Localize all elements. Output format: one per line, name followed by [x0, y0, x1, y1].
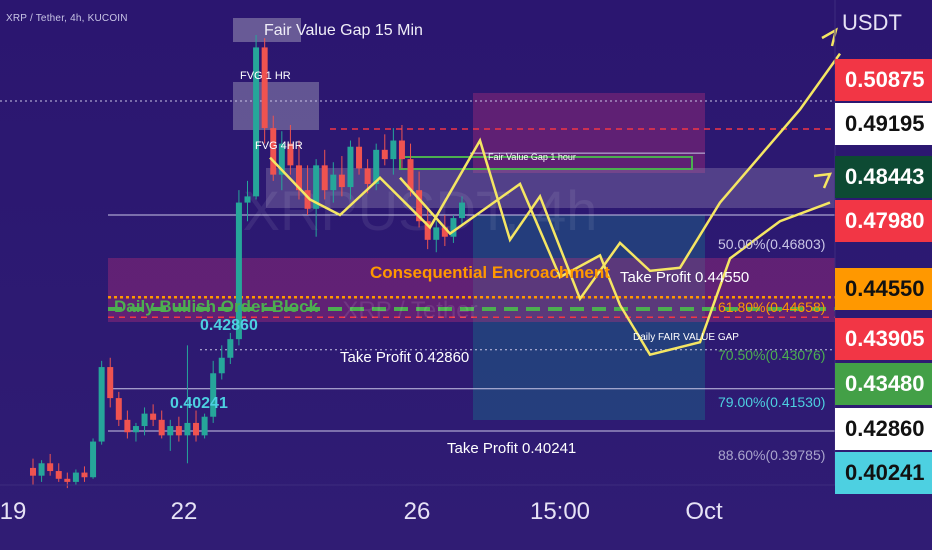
- candle-body: [132, 426, 139, 433]
- order-block-zone: [108, 258, 835, 322]
- candle-body: [373, 149, 380, 184]
- fib-level-label-1: 61.80%(0.44658): [718, 299, 825, 315]
- price-tag-3: 0.47980: [835, 200, 932, 242]
- level-label-042860: 0.42860: [200, 317, 258, 334]
- candle-body: [278, 143, 285, 175]
- time-axis-tick-label: 15:00: [529, 498, 591, 525]
- fvg-1hr-label: FVG 1 HR: [240, 70, 291, 82]
- candle-body: [321, 165, 328, 191]
- time-axis-tick-label: 22: [170, 498, 198, 525]
- fvg-1hour-label: Fair Value Gap 1 hour: [488, 152, 576, 162]
- time-axis-tick-label: Oct: [685, 498, 723, 525]
- fvg-15min-box: [233, 18, 301, 42]
- fvg-1hr-box: [233, 82, 319, 130]
- candle-body: [270, 128, 277, 175]
- projection-path-1: [269, 52, 842, 302]
- fib-level-label-2: 70.50%(0.43076): [718, 347, 825, 363]
- candle-body: [433, 227, 440, 240]
- candle-body: [364, 168, 371, 184]
- price-tag-8: 0.40241: [835, 452, 932, 494]
- candle-body: [416, 190, 423, 222]
- candle-body: [459, 202, 465, 219]
- price-tag-2: 0.48443: [835, 156, 932, 198]
- time-axis-tick-label: 19: [0, 498, 27, 525]
- candle-body: [235, 202, 242, 340]
- candle-body: [201, 416, 208, 436]
- consequential-encroachment-label: Consequential Encroachment: [370, 263, 610, 282]
- candle-body: [158, 419, 165, 436]
- candle-body: [424, 221, 431, 240]
- candle-body: [407, 159, 414, 191]
- candle-body: [141, 413, 148, 427]
- candle-body: [55, 471, 62, 479]
- fvg-15min-label: Fair Value Gap 15 Min: [264, 22, 423, 39]
- candle-body: [244, 196, 251, 203]
- candle-body: [295, 165, 302, 191]
- price-axis-currency: USDT: [842, 10, 902, 35]
- candle-body: [72, 472, 79, 482]
- candle-body: [253, 47, 260, 197]
- fvg-zone-upper: [473, 93, 705, 173]
- price-tag-7: 0.42860: [835, 408, 932, 450]
- candle-body: [30, 467, 36, 476]
- candle-body: [47, 463, 54, 472]
- candle-body: [184, 422, 191, 436]
- projection-path-2: [399, 176, 831, 357]
- candle-body: [90, 441, 97, 478]
- candle-body: [115, 398, 122, 420]
- candle-body: [338, 174, 345, 188]
- price-tag-4: 0.44550: [835, 268, 932, 310]
- candle-body: [218, 357, 225, 374]
- price-tag-0: 0.50875: [835, 59, 932, 101]
- candle-body: [398, 140, 405, 160]
- level-label-040241: 0.40241: [170, 395, 228, 412]
- take-profit-044550: Take Profit 0.44550: [620, 269, 749, 286]
- candle-body: [175, 426, 182, 436]
- candle-body: [356, 146, 363, 169]
- daily-fvg-label: Daily FAIR VALUE GAP: [633, 332, 739, 343]
- candle-body: [287, 143, 294, 166]
- price-tag-1: 0.49195: [835, 103, 932, 145]
- projection-arrowhead-2: [813, 172, 833, 189]
- candle-body: [107, 367, 114, 399]
- price-tag-6: 0.43480: [835, 363, 932, 405]
- order-block-label: Daily Bullish Order Block: [114, 297, 319, 316]
- fib-level-label-0: 50.00%(0.46803): [718, 236, 825, 252]
- candle-body: [304, 190, 311, 209]
- candle-body: [98, 367, 105, 442]
- candle-body: [381, 149, 388, 160]
- fib-level-label-4: 88.60%(0.39785): [718, 447, 825, 463]
- candle-body: [124, 419, 131, 433]
- take-profit-040241: Take Profit 0.40241: [447, 440, 576, 457]
- candle-body: [347, 146, 354, 188]
- price-tag-5: 0.43905: [835, 318, 932, 360]
- candle-body: [193, 422, 200, 436]
- symbol-title: XRP / Tether, 4h, KUCOIN: [6, 13, 128, 24]
- candle-body: [227, 339, 234, 358]
- candle-body: [150, 413, 157, 420]
- take-profit-042860: Take Profit 0.42860: [340, 349, 469, 366]
- fvg-zone-lower: [473, 215, 705, 420]
- candle-body: [441, 227, 448, 237]
- candle-body: [390, 140, 397, 160]
- time-axis-tick-label: 26: [403, 498, 431, 525]
- fvg-4hr-label: FVG 4HR: [255, 140, 303, 152]
- candle-body: [313, 165, 320, 209]
- candle-body: [450, 218, 457, 237]
- candle-body: [167, 426, 174, 436]
- candle-body: [81, 472, 88, 478]
- fvg-4hr-zone: [266, 168, 835, 208]
- watermark-name: XRP / Tether: [342, 297, 477, 324]
- projection-arrowhead-1: [821, 27, 838, 47]
- candle-body: [261, 47, 268, 129]
- candle-body: [210, 373, 217, 417]
- candle-body: [330, 174, 337, 191]
- candle-body: [38, 463, 45, 476]
- fvg-1hour-box: [399, 156, 693, 170]
- candle-body: [64, 478, 71, 482]
- fib-level-label-3: 79.00%(0.41530): [718, 394, 825, 410]
